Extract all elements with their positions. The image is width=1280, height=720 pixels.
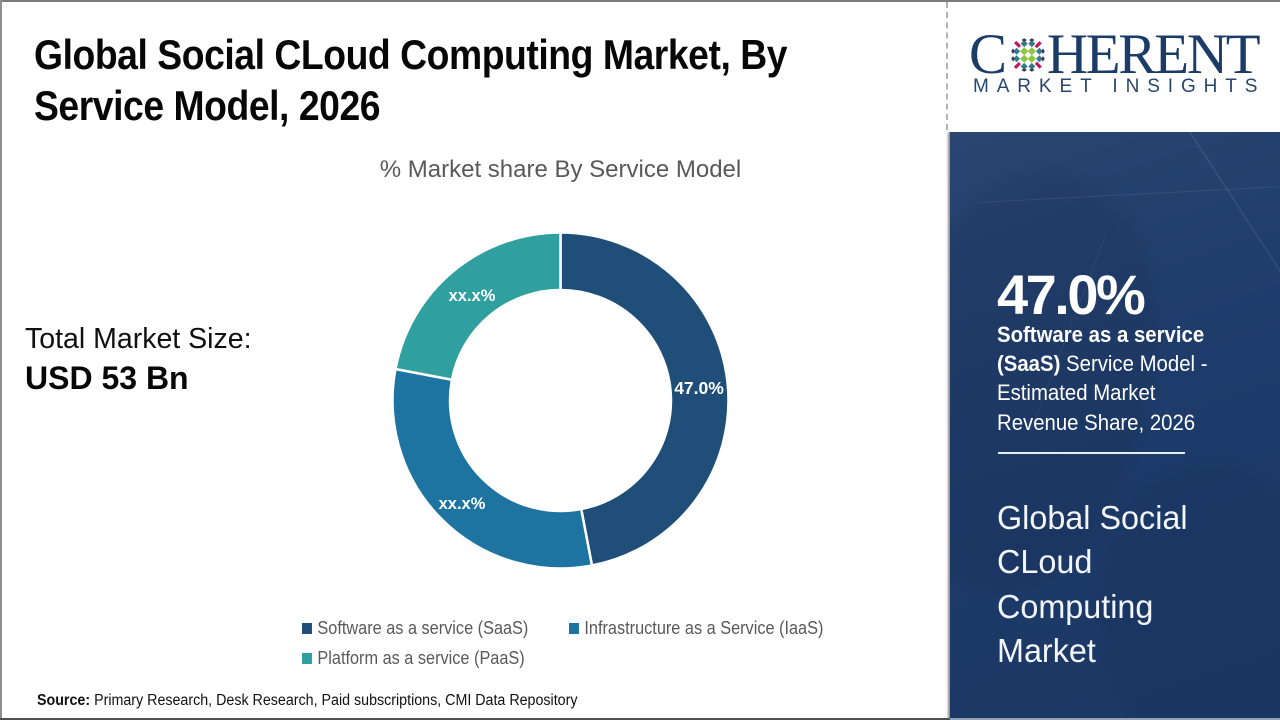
svg-text:xx.x%: xx.x% bbox=[439, 495, 486, 513]
svg-text:xx.x%: xx.x% bbox=[449, 287, 496, 305]
svg-text:47.0%: 47.0% bbox=[674, 378, 724, 398]
